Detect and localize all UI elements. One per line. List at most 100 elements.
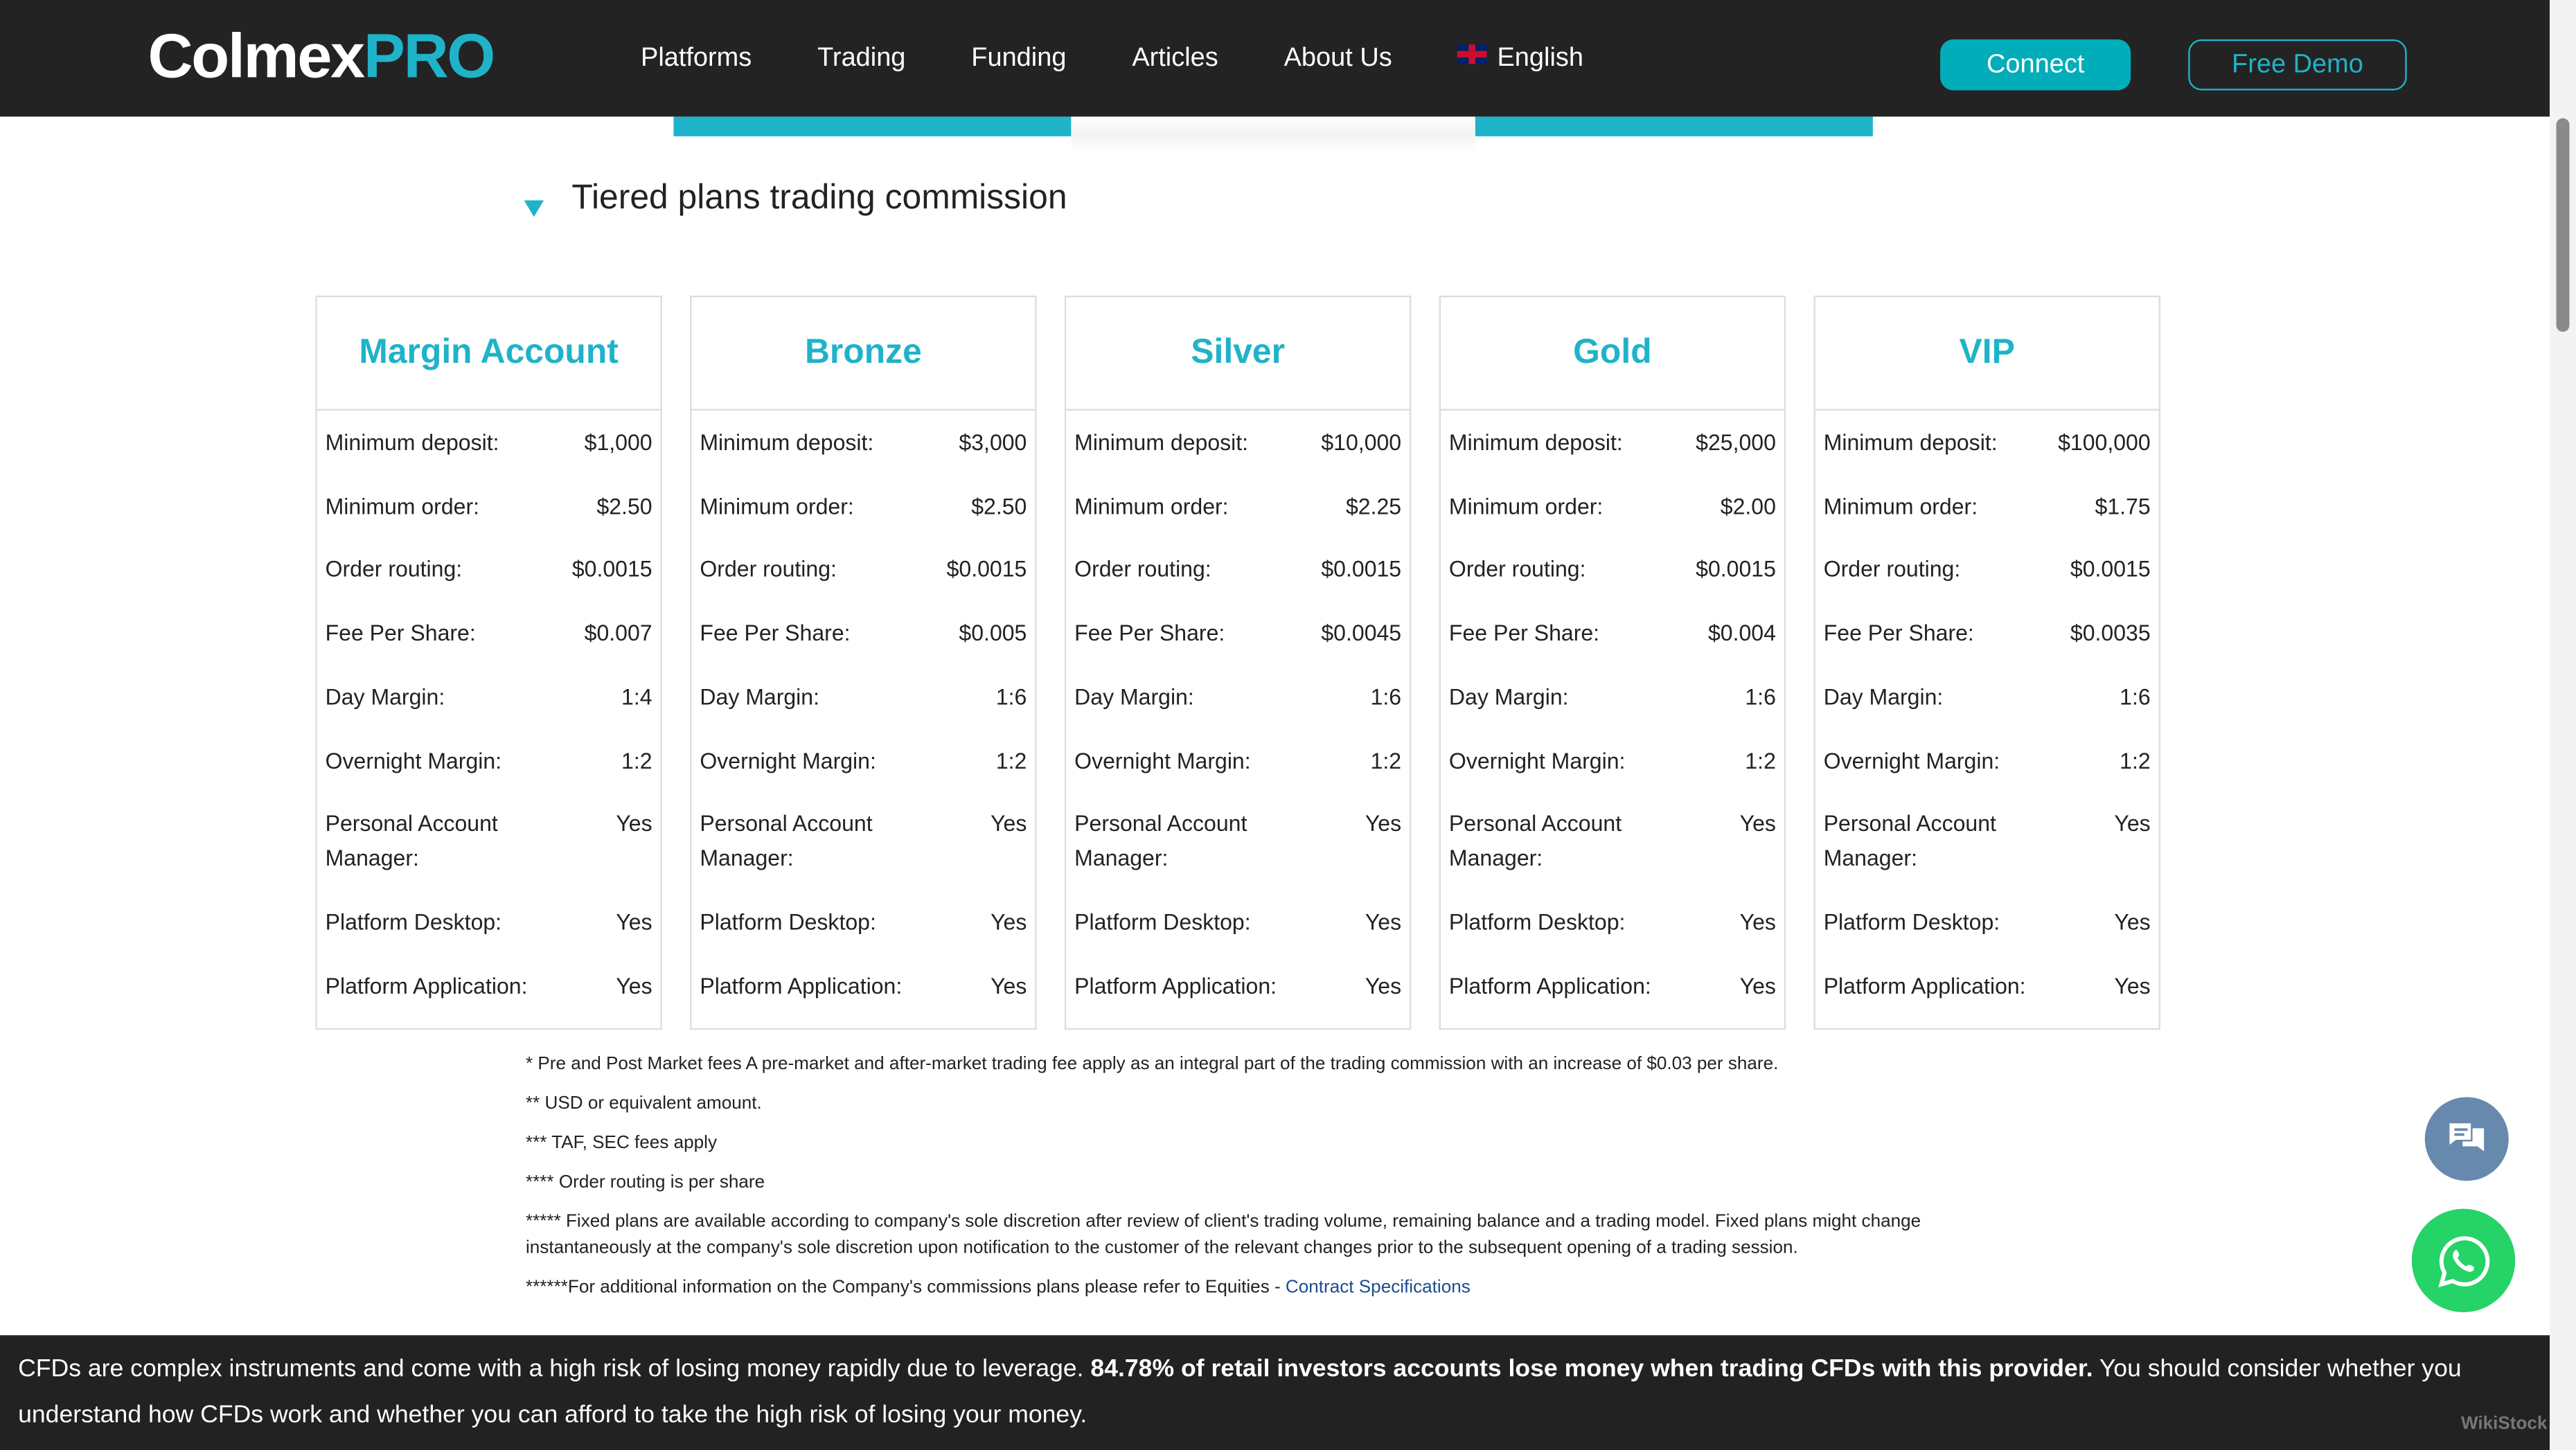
nav-articles[interactable]: Articles — [1132, 44, 1218, 73]
connect-button[interactable]: Connect — [1940, 39, 2131, 91]
plan-name: Silver — [1066, 297, 1410, 411]
row-value: $0.005 — [959, 620, 1027, 646]
row-label: Minimum order: — [325, 494, 480, 519]
row-value: Yes — [1739, 909, 1776, 935]
plan-row: Minimum order: $2.50 — [326, 490, 652, 524]
row-label: Fee Per Share: — [1823, 620, 1974, 646]
row-value: $0.0015 — [946, 557, 1027, 582]
top-nav: ColmexPRO Platforms Trading Funding Arti… — [0, 0, 2550, 117]
footnote: ***** Fixed plans are available accordin… — [525, 1212, 1921, 1258]
tab-left[interactable] — [673, 116, 1072, 136]
row-label: Overnight Margin: — [1448, 749, 1626, 774]
row-value: 1:2 — [1745, 749, 1776, 774]
language-selector[interactable]: English — [1457, 44, 1583, 74]
row-value: Yes — [991, 811, 1027, 836]
tab-active[interactable] — [1071, 116, 1475, 153]
row-label: Order routing: — [700, 557, 837, 582]
plan-row: Personal Account Manager: Yes — [1449, 807, 1776, 876]
whatsapp-icon — [2437, 1235, 2489, 1287]
row-label: Personal Account Manager: — [1074, 811, 1247, 871]
banner-bold-text: 84.78% of retail investors accounts lose… — [1090, 1354, 2093, 1384]
row-label: Platform Application: — [700, 974, 903, 999]
nav-trading[interactable]: Trading — [817, 44, 906, 73]
row-label: Platform Desktop: — [1074, 909, 1251, 935]
scrollbar[interactable] — [2550, 0, 2576, 1450]
footnote: ******For additional information on the … — [526, 1275, 2037, 1301]
plan-row: Platform Desktop: Yes — [1824, 905, 2151, 940]
nav-funding[interactable]: Funding — [971, 44, 1067, 73]
nav-about-us[interactable]: About Us — [1283, 44, 1392, 73]
logo-pro: PRO — [363, 23, 496, 92]
collapse-triangle-icon[interactable] — [524, 200, 544, 217]
free-demo-button[interactable]: Free Demo — [2188, 39, 2407, 91]
plan-row: Personal Account Manager: Yes — [1824, 807, 2151, 876]
row-value: 1:2 — [2120, 749, 2151, 774]
row-value: Yes — [1739, 974, 1776, 999]
row-label: Platform Application: — [325, 974, 528, 999]
plan-row: Minimum deposit: $10,000 — [1074, 425, 1401, 460]
plan-card: Margin Account Minimum deposit: $1,000 Mini… — [315, 295, 662, 1030]
row-label: Platform Desktop: — [700, 909, 876, 935]
row-value: $2.00 — [1720, 494, 1776, 519]
chat-button[interactable] — [2424, 1097, 2509, 1181]
plan-row: Minimum order: $2.50 — [700, 490, 1027, 524]
whatsapp-button[interactable] — [2411, 1208, 2516, 1313]
row-value: $0.0015 — [1696, 557, 1776, 582]
row-value: $25,000 — [1696, 430, 1776, 455]
row-value: 1:6 — [2120, 685, 2151, 710]
tab-right[interactable] — [1475, 116, 1873, 136]
row-label: Platform Application: — [1448, 974, 1651, 999]
row-label: Overnight Margin: — [700, 749, 876, 774]
chat-icon — [2449, 1122, 2483, 1151]
row-value: $2.50 — [971, 494, 1027, 519]
row-value: $0.0015 — [1321, 557, 1402, 582]
row-value: $10,000 — [1321, 430, 1402, 455]
plan-row: Day Margin: 1:6 — [700, 680, 1027, 715]
section-title[interactable]: Tiered plans trading commission — [571, 179, 1067, 217]
plan-row: Order routing: $0.0015 — [700, 552, 1027, 587]
plan-row: Platform Application: Yes — [1074, 969, 1401, 1003]
logo-text: Colmex — [148, 23, 365, 92]
row-value: $0.0015 — [2070, 557, 2151, 582]
plan-name: Bronze — [691, 297, 1036, 411]
plan-row: Order routing: $0.0015 — [1074, 552, 1401, 587]
row-value: $1.75 — [2095, 494, 2151, 519]
plan-row: Fee Per Share: $0.004 — [1449, 616, 1776, 650]
row-value: $2.50 — [596, 494, 652, 519]
plan-row: Fee Per Share: $0.005 — [700, 616, 1027, 650]
banner-text: You should consider whether you understa… — [18, 1354, 2462, 1429]
plan-row: Personal Account Manager: Yes — [700, 807, 1027, 876]
plan-row: Minimum deposit: $100,000 — [1824, 425, 2151, 460]
row-label: Overnight Margin: — [1823, 749, 2000, 774]
row-label: Order routing: — [1823, 557, 1961, 582]
row-value: Yes — [2114, 811, 2151, 836]
plan-row: Platform Application: Yes — [1449, 969, 1776, 1003]
plan-row: Fee Per Share: $0.0035 — [1824, 616, 2151, 650]
row-value: Yes — [1739, 811, 1776, 836]
row-value: Yes — [616, 811, 652, 836]
contract-specifications-link[interactable]: Contract Specifications — [1285, 1278, 1471, 1298]
row-value: Yes — [2114, 909, 2151, 935]
plan-row: Order routing: $0.0015 — [1449, 552, 1776, 587]
row-label: Minimum order: — [1074, 494, 1229, 519]
plan-row: Minimum order: $2.25 — [1074, 490, 1401, 524]
plan-row: Platform Desktop: Yes — [700, 905, 1027, 940]
row-value: $3,000 — [959, 430, 1027, 455]
row-value: 1:6 — [995, 685, 1027, 710]
row-label: Overnight Margin: — [325, 749, 502, 774]
row-label: Fee Per Share: — [325, 620, 476, 646]
row-value: $2.25 — [1345, 494, 1402, 519]
scrollbar-thumb[interactable] — [2556, 118, 2570, 332]
row-value: $0.0015 — [571, 557, 652, 582]
plan-row: Day Margin: 1:6 — [1449, 680, 1776, 715]
logo[interactable]: ColmexPRO — [148, 23, 496, 93]
plan-card: Gold Minimum deposit: $25,000 Minimum order… — [1439, 295, 1786, 1030]
row-label: Day Margin: — [700, 685, 820, 710]
watermark: WikiStock — [2460, 1414, 2548, 1434]
nav-platforms[interactable]: Platforms — [641, 44, 752, 73]
footnote: ** USD or equivalent amount. — [525, 1093, 762, 1114]
uk-flag-icon — [1457, 44, 1488, 64]
row-label: Personal Account Manager: — [1448, 811, 1622, 871]
row-label: Fee Per Share: — [1448, 620, 1600, 646]
plan-row: Order routing: $0.0015 — [1824, 552, 2151, 587]
